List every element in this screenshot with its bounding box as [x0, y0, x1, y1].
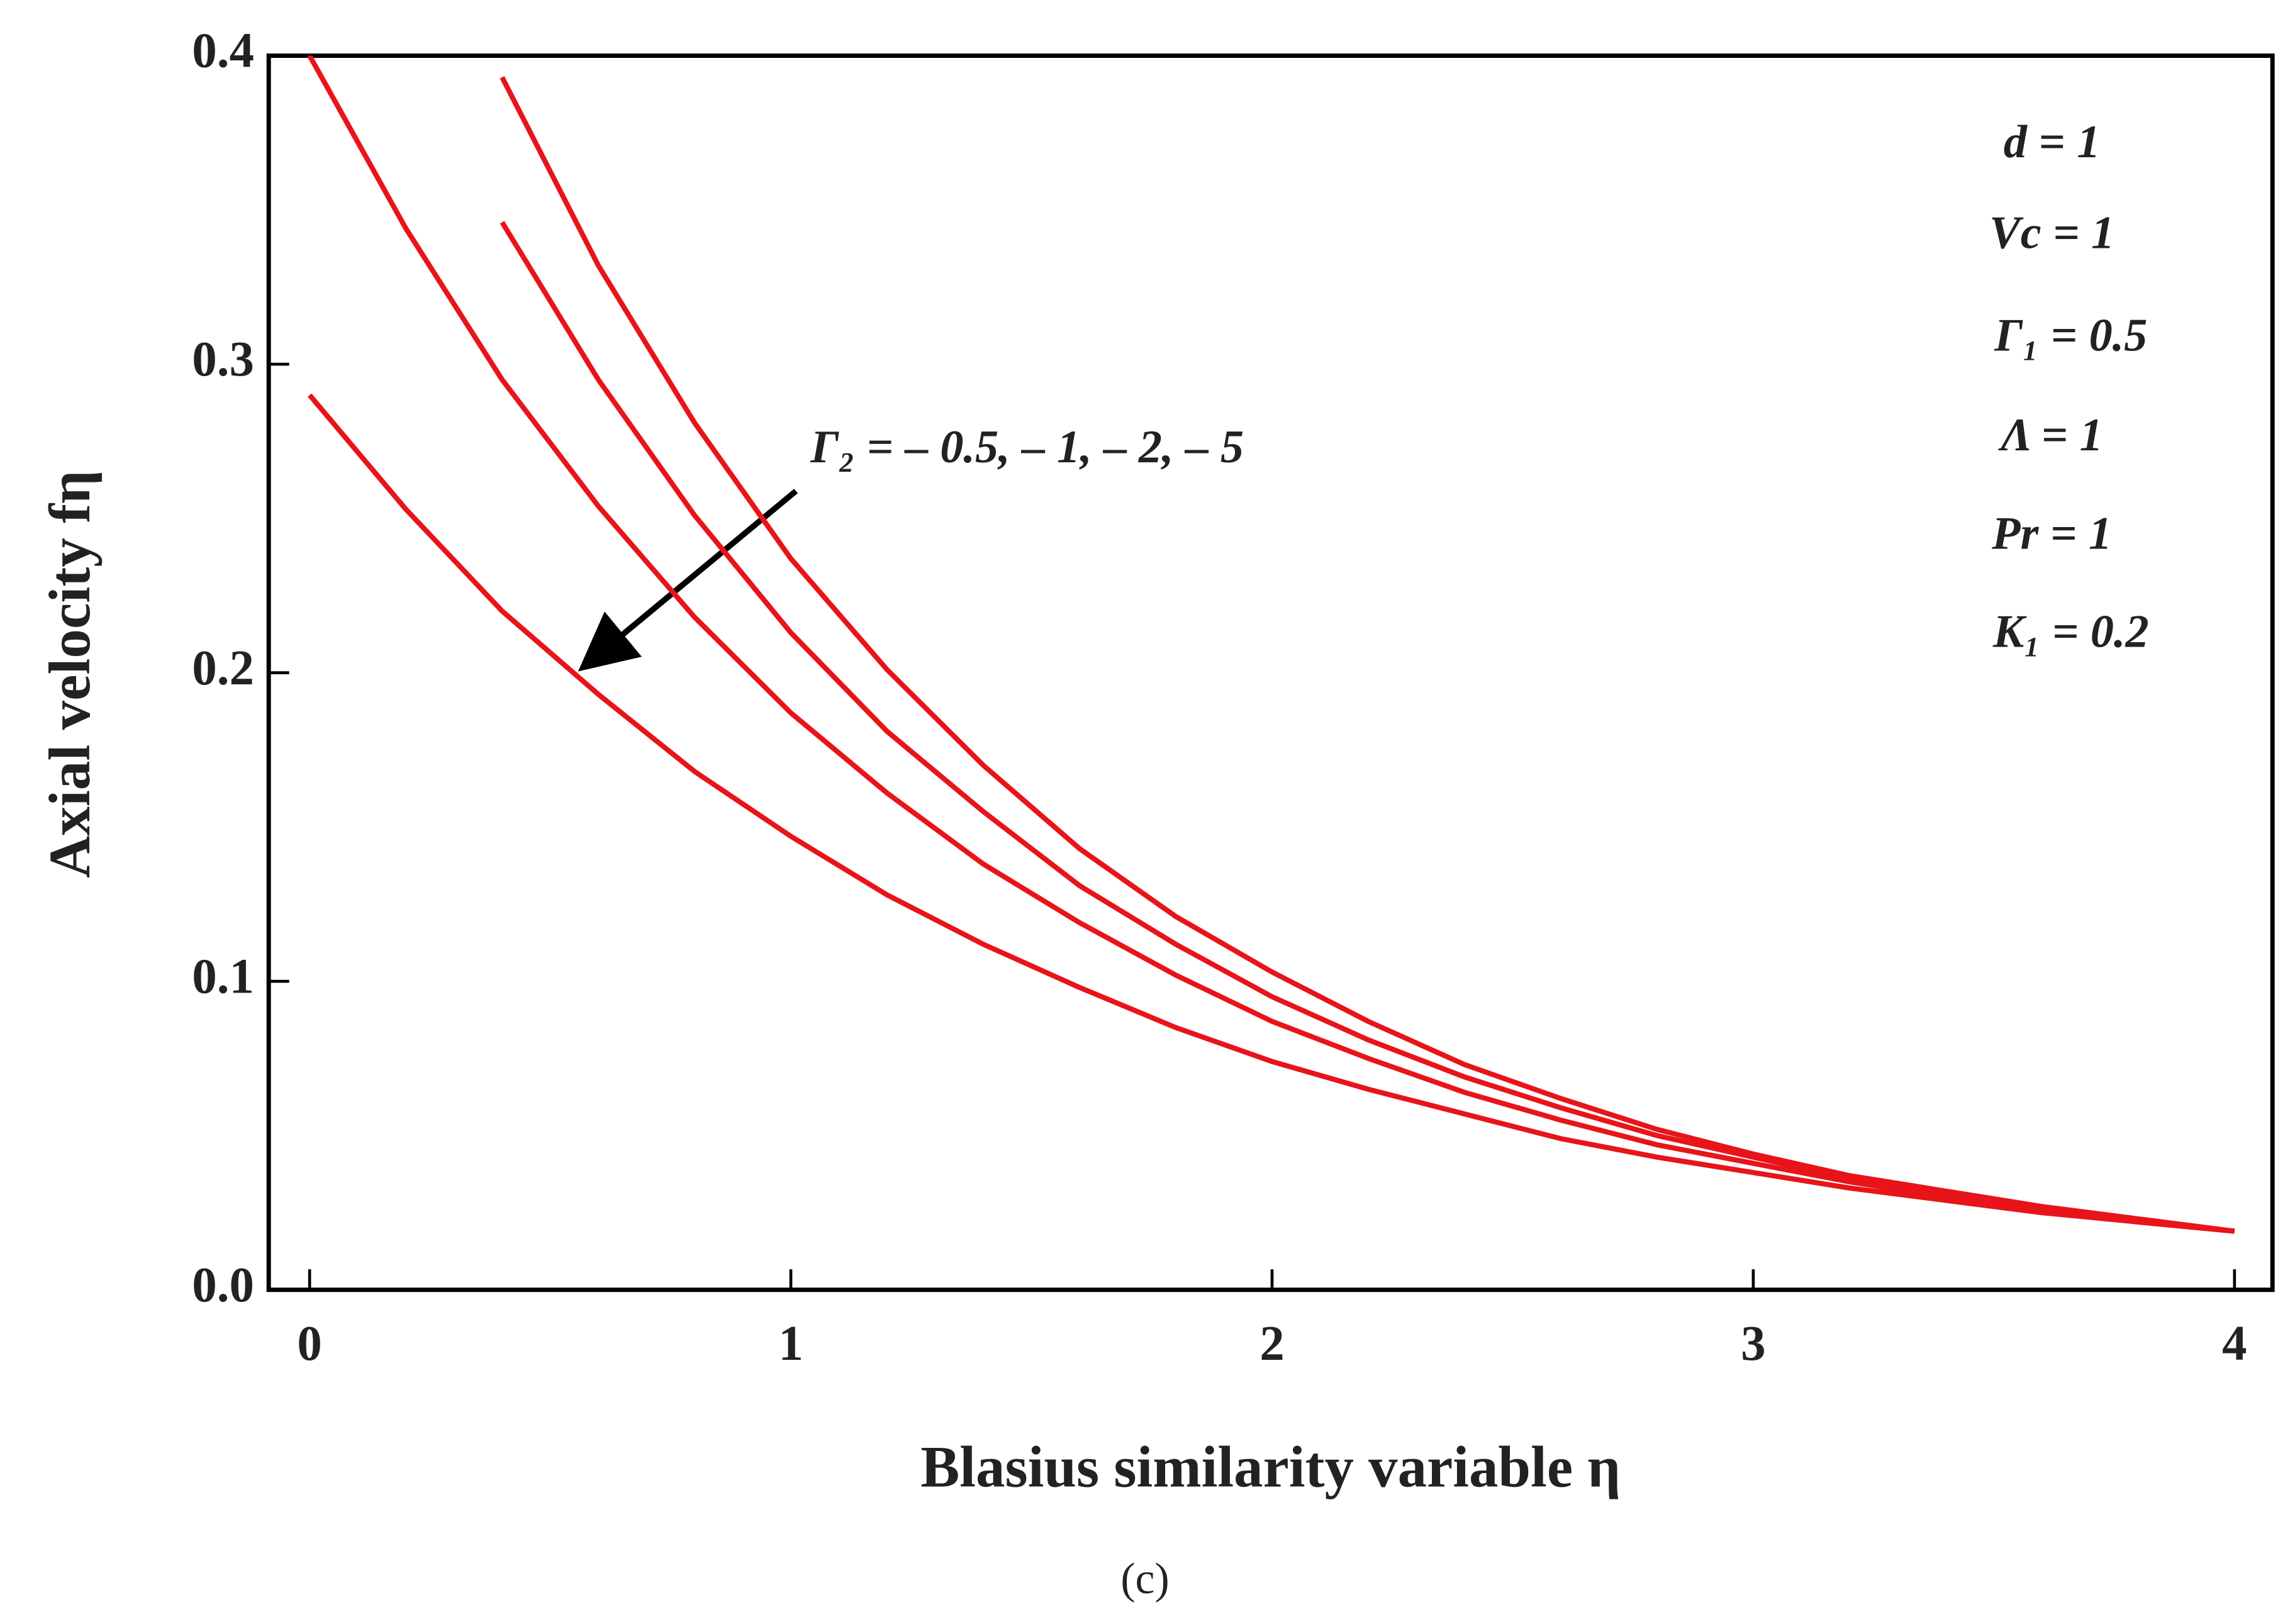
x-tick-label: 2 — [1260, 1316, 1284, 1371]
x-tick-label: 4 — [2222, 1316, 2247, 1371]
annotation: d = 1 — [2004, 116, 2101, 168]
annotation: Vc = 1 — [1989, 207, 2114, 259]
annotation: K₁ = 0.2 — [1992, 606, 2149, 657]
line — [500, 76, 2235, 1234]
annotation: Pr = 1 — [1991, 508, 2112, 559]
x-tick-label: 1 — [778, 1316, 803, 1371]
x-tick-label: 3 — [1741, 1316, 1765, 1371]
y-tick-label: 0.3 — [192, 332, 254, 387]
y-axis-label: Axial velocity fη — [38, 470, 103, 878]
y-tick-label: 0.2 — [192, 641, 254, 696]
plot-frame — [266, 53, 2275, 1293]
line — [308, 393, 2235, 1234]
annotation: Γ₂ = – 0.5, – 1, – 2, – 5 — [810, 421, 1244, 473]
x-tick-label: 0 — [297, 1316, 321, 1371]
y-tick-label: 0.4 — [192, 24, 254, 79]
line — [500, 221, 2235, 1234]
y-tick-label: 0.0 — [192, 1258, 254, 1313]
y-tick-label: 0.1 — [192, 949, 254, 1004]
line — [307, 55, 2235, 1234]
caption: (c) — [1120, 1555, 1169, 1603]
arrow — [578, 489, 798, 672]
annotation: Λ = 1 — [1998, 409, 2103, 461]
annotation: Γ₁ = 0.5 — [1994, 310, 2147, 362]
x-axis-label: Blasius similarity variable η — [920, 1435, 1621, 1499]
